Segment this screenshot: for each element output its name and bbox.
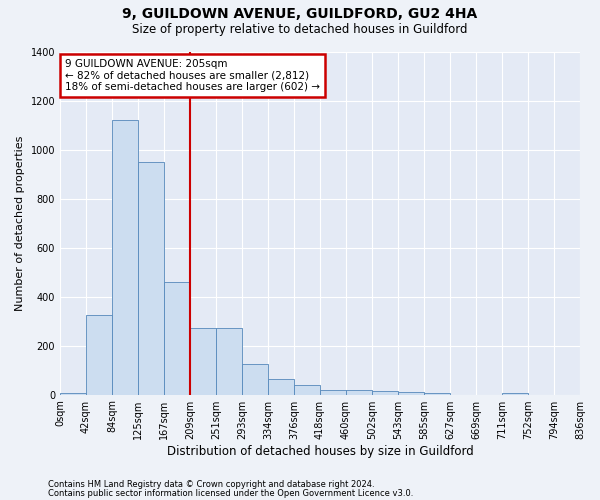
Bar bbox=[138, 162, 164, 394]
Bar bbox=[320, 390, 346, 394]
Bar bbox=[86, 315, 112, 394]
Bar bbox=[346, 390, 372, 394]
X-axis label: Distribution of detached houses by size in Guildford: Distribution of detached houses by size … bbox=[167, 444, 473, 458]
Bar bbox=[242, 364, 268, 394]
Text: 9 GUILDOWN AVENUE: 205sqm
← 82% of detached houses are smaller (2,812)
18% of se: 9 GUILDOWN AVENUE: 205sqm ← 82% of detac… bbox=[65, 59, 320, 92]
Text: Size of property relative to detached houses in Guildford: Size of property relative to detached ho… bbox=[132, 22, 468, 36]
Bar bbox=[164, 282, 190, 395]
Bar bbox=[112, 120, 138, 394]
Y-axis label: Number of detached properties: Number of detached properties bbox=[15, 136, 25, 310]
Text: Contains public sector information licensed under the Open Government Licence v3: Contains public sector information licen… bbox=[48, 488, 413, 498]
Bar bbox=[268, 378, 294, 394]
Text: 9, GUILDOWN AVENUE, GUILDFORD, GU2 4HA: 9, GUILDOWN AVENUE, GUILDFORD, GU2 4HA bbox=[122, 8, 478, 22]
Bar bbox=[294, 386, 320, 394]
Text: Contains HM Land Registry data © Crown copyright and database right 2024.: Contains HM Land Registry data © Crown c… bbox=[48, 480, 374, 489]
Bar bbox=[372, 391, 398, 394]
Bar bbox=[216, 328, 242, 394]
Bar bbox=[398, 392, 424, 394]
Bar bbox=[190, 328, 216, 394]
